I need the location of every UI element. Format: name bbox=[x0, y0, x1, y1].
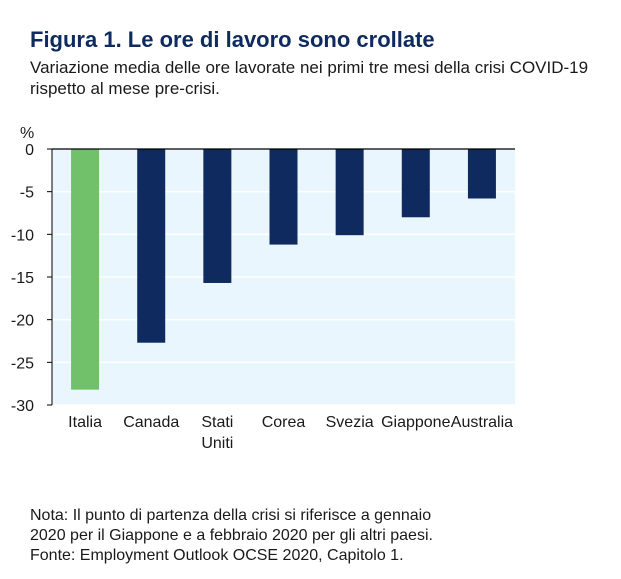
bars bbox=[71, 149, 496, 390]
source-line: Fonte: Employment Outlook OCSE 2020, Cap… bbox=[30, 547, 404, 564]
y-tick-label: -5 bbox=[20, 185, 34, 202]
bar bbox=[203, 149, 232, 283]
y-tick-label: -10 bbox=[11, 227, 34, 244]
axes: 0 -5 -10 -15 -20 -25 -30 Italia Canada Stati Uniti… bbox=[11, 142, 515, 452]
y-tick-label: -30 bbox=[11, 398, 34, 415]
bar bbox=[467, 149, 496, 199]
y-axis-label: % bbox=[20, 125, 34, 142]
note-line: Nota: Il punto di partenza della crisi s… bbox=[30, 507, 432, 524]
y-tick-label: -20 bbox=[11, 313, 34, 330]
chart-subtitle: Variazione media delle ore lavorate nei … bbox=[30, 58, 589, 98]
x-tick-label: Giappone bbox=[381, 414, 450, 431]
bar bbox=[137, 149, 166, 343]
x-tick-label: Australia bbox=[451, 414, 513, 431]
x-tick-label: Canada bbox=[123, 414, 179, 431]
note-line: 2020 per il Giappone e a febbraio 2020 p… bbox=[30, 527, 433, 544]
y-tick-label: 0 bbox=[25, 142, 34, 159]
bar-chart: 0 -5 -10 -15 -20 -25 -30 Italia Canada Stati Uniti… bbox=[11, 125, 515, 452]
chart-note: Nota: Il punto di partenza della crisi s… bbox=[30, 506, 610, 566]
x-tick-label: Svezia bbox=[326, 414, 374, 431]
x-tick-label: Italia bbox=[68, 414, 102, 431]
x-tick-label: Stati Uniti bbox=[201, 414, 233, 452]
bar bbox=[335, 149, 364, 236]
bar bbox=[269, 149, 298, 245]
y-tick-label: -15 bbox=[11, 270, 34, 287]
bar bbox=[71, 149, 100, 390]
y-tick-label: -25 bbox=[11, 355, 34, 372]
chart-title: Figura 1. Le ore di lavoro sono crollate bbox=[30, 27, 435, 52]
bar bbox=[401, 149, 430, 218]
x-tick-label: Corea bbox=[262, 414, 306, 431]
